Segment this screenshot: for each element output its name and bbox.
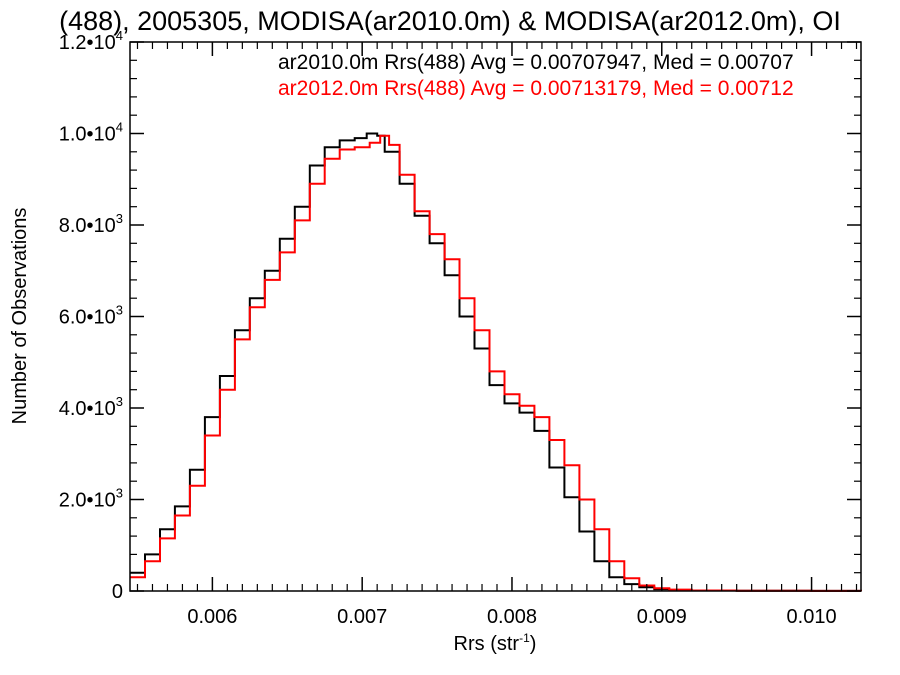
x-axis-label-close: ) (530, 633, 537, 655)
x-axis-label: Rrs (str-1) (454, 631, 537, 655)
y-tick-label: 4.0•103 (59, 394, 123, 420)
x-tick-label: 0.009 (637, 606, 687, 628)
x-tick-label: 0.006 (187, 606, 237, 628)
x-tick-label: 0.007 (337, 606, 387, 628)
series-line-1 (130, 134, 862, 592)
plot-frame (129, 41, 862, 592)
x-axis-label-base: Rrs (str (454, 633, 520, 655)
y-tick-label: 2.0•103 (59, 486, 123, 512)
y-tick-label: 8.0•103 (59, 211, 123, 237)
series-line-0 (130, 132, 862, 592)
y-tick-label: 1.2•104 (59, 28, 123, 54)
tick-layer: 0.006 0.007 0.008 0.009 0.010 0 2.0•103 4.0•103… (59, 28, 861, 628)
x-tick-label: 0.008 (487, 606, 537, 628)
y-tick-label: 0 (112, 581, 123, 603)
chart-title: (488), 2005305, MODISA(ar2010.0m) & MODI… (59, 6, 841, 36)
series-layer (130, 132, 862, 592)
x-axis-label-exponent: -1 (519, 631, 530, 645)
stats-line-black: ar2010.0m Rrs(488) Avg = 0.00707947, Med… (278, 51, 794, 74)
x-tick-label: 0.010 (787, 606, 837, 628)
y-axis-label: Number of Observations (9, 208, 31, 425)
y-tick-label: 1.0•104 (59, 120, 123, 146)
y-tick-label: 6.0•103 (59, 303, 123, 329)
stats-line-red: ar2012.0m Rrs(488) Avg = 0.00713179, Med… (278, 77, 794, 100)
